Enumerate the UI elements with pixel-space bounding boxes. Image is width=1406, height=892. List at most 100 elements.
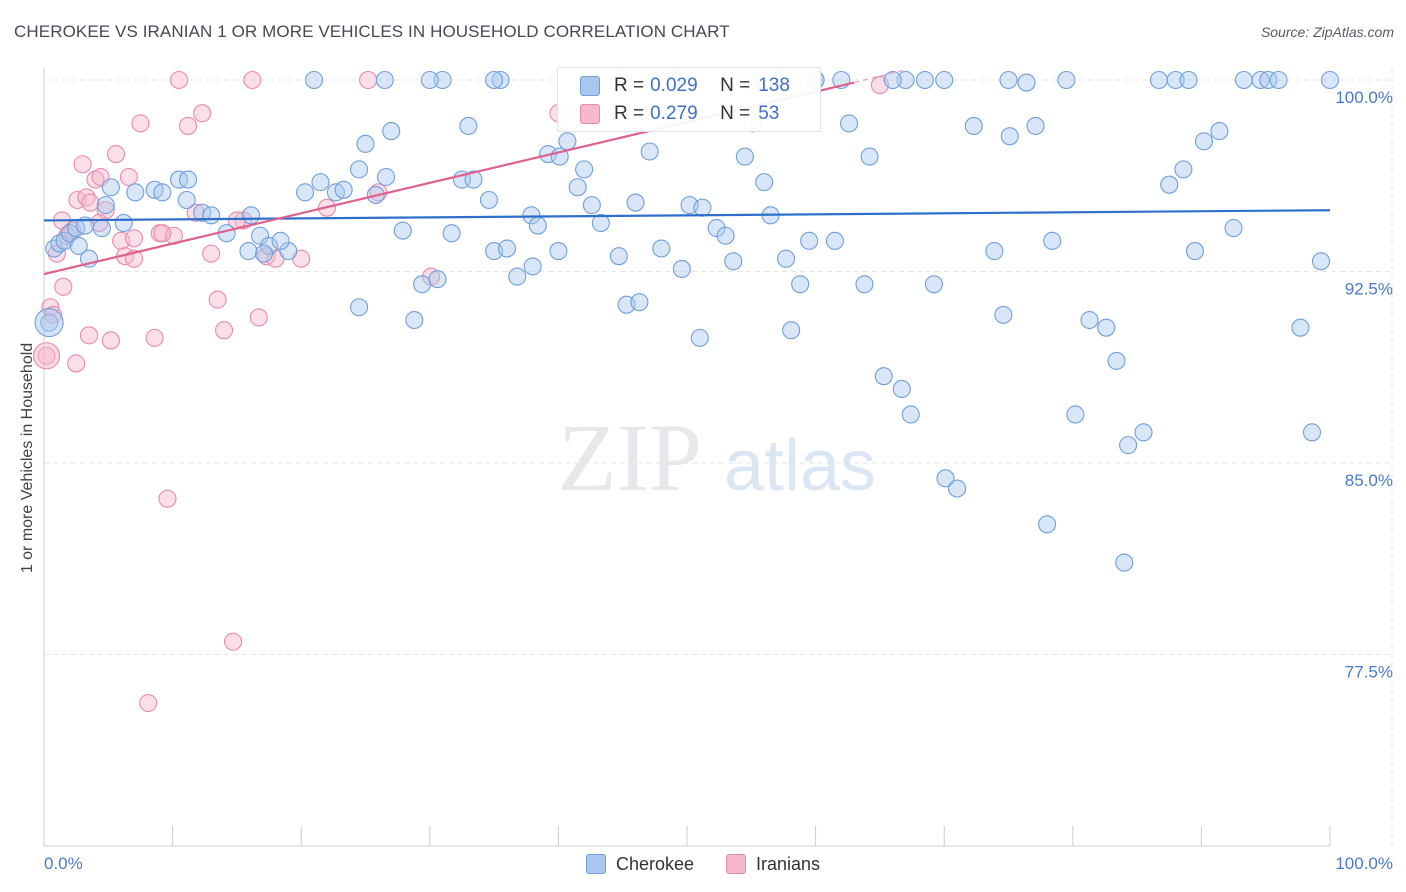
n-value: 138 [758,75,790,96]
data-point [690,328,709,347]
data-point [985,242,1004,261]
data-point [523,257,542,276]
data-point [1259,70,1278,90]
r-value: 0.279 [650,103,698,124]
data-point [1043,231,1062,250]
data-point [1185,242,1205,261]
data-point [640,142,659,161]
data-point [901,405,920,424]
data-point [568,178,587,197]
data-point [1210,122,1229,141]
data-point [1115,553,1134,572]
data-point [359,70,378,90]
legend-item-iranians: Iranians [726,854,820,875]
source-credit: Source: ZipAtlas.com [1260,24,1394,40]
data-point [296,183,315,202]
data-point [755,173,774,192]
data-point [69,236,88,256]
data-point [575,160,594,179]
data-point-large [34,308,64,338]
data-point [271,231,290,250]
data-point [377,167,396,187]
data-point [528,216,547,235]
data-point [350,298,369,317]
data-point [442,224,461,243]
data-point [1302,423,1322,442]
data-point [1160,175,1179,194]
data-point [924,275,943,294]
data-point [724,252,743,271]
series-legend: Cherokee Iranians [0,852,1406,876]
data-point [1311,252,1331,271]
data-point [791,275,810,294]
x-tick-label-min: 0.0% [44,854,83,873]
data-point [428,270,447,289]
data-point [1119,436,1138,455]
data-point [735,147,754,166]
data-point [782,321,801,340]
data-point [249,308,268,327]
n-label: N = [720,75,751,96]
data-point [459,116,478,136]
data-point [405,310,424,330]
data-point [153,183,172,202]
data-point [582,196,601,215]
cherokee-legend-swatch [585,854,606,874]
data-point [652,239,671,258]
data-point [693,198,712,217]
data-point [892,379,911,399]
data-point [1038,515,1057,534]
data-point [860,147,879,166]
data-point [202,244,221,263]
data-point [350,160,369,179]
y-tick-label: 77.5% [1345,663,1393,682]
data-point [1134,423,1153,442]
data-point [202,206,221,225]
data-point [1017,73,1036,92]
data-point [936,469,955,488]
data-point [139,693,158,713]
data-point [81,193,100,212]
data-point [86,170,105,189]
data-point [497,239,517,258]
data-point [169,70,189,90]
data-point [131,114,150,133]
grid-lines [44,68,1393,846]
data-point [994,305,1013,324]
data-point [158,489,177,508]
data-point [630,293,649,312]
cherokee-legend-label: Cherokee [615,853,694,874]
data-point [241,206,261,225]
data-point [393,221,412,240]
data-point [382,122,401,141]
data-point [178,116,198,136]
data-point [1107,351,1126,370]
data-point [311,173,330,192]
data-point [178,170,198,189]
data-point [90,213,109,233]
chart-title: CHEROKEE VS IRANIAN 1 OR MORE VEHICLES I… [14,22,730,41]
data-point [948,479,967,498]
r-label: R = [614,75,645,96]
data-point [999,70,1018,90]
data-point [126,183,145,202]
data-point [186,203,205,222]
data-point [485,70,504,90]
iranians-points [33,70,889,713]
data-point [250,226,270,245]
data-point [413,275,432,294]
data-point [79,326,99,345]
data-point [1026,116,1045,136]
data-point [1066,405,1085,424]
data-point [716,226,735,245]
data-point [1149,70,1169,90]
data-point [800,231,819,250]
data-point [375,70,394,90]
data-point [305,70,324,90]
watermark-zip: ZIP [558,404,702,511]
data-point [145,328,164,347]
r-label: R = [614,103,645,124]
data-point [896,70,915,90]
data-point [193,104,212,123]
